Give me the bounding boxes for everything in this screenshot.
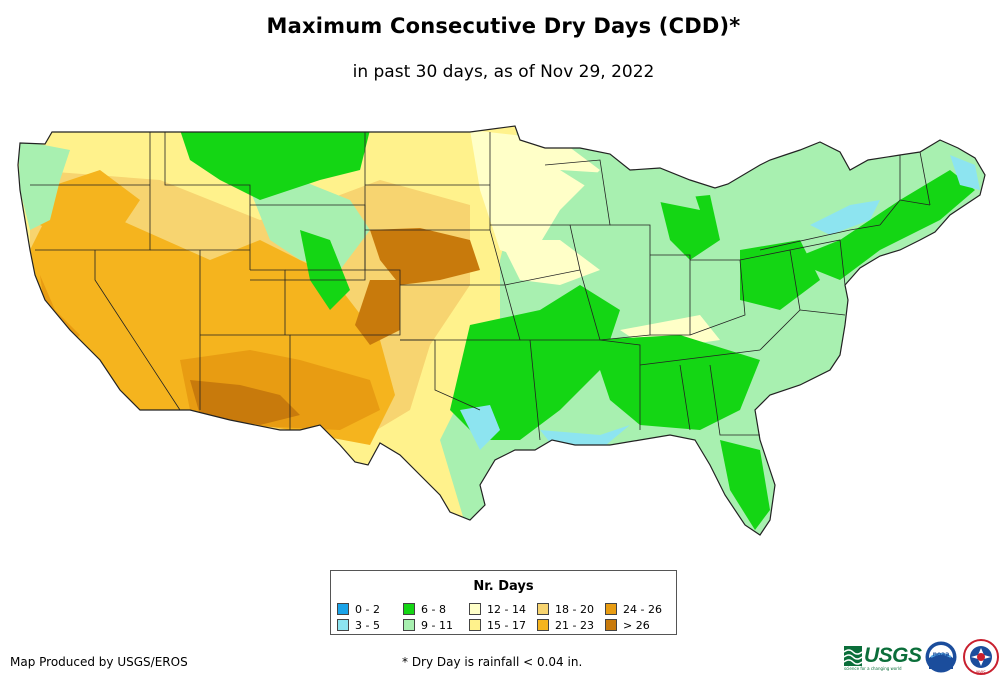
legend-swatch	[537, 619, 549, 631]
legend-item: 12 - 14	[469, 601, 537, 617]
usgs-tagline: science for a changing world	[844, 666, 902, 671]
legend-swatch	[469, 619, 481, 631]
nebraska-over-26	[370, 228, 480, 285]
california-over-26-strip	[40, 275, 80, 345]
cdd-field	[18, 126, 985, 535]
legend-label: 12 - 14	[487, 602, 526, 616]
legend-item: 3 - 5	[337, 617, 403, 633]
usgs-logo: USGS science for a changing world	[844, 644, 922, 671]
legend-item: 9 - 11	[403, 617, 469, 633]
map-subtitle: in past 30 days, as of Nov 29, 2022	[352, 62, 655, 82]
legend-title: Nr. Days	[473, 579, 534, 594]
legend-item: 6 - 8	[403, 601, 469, 617]
legend-label: 24 - 26	[623, 602, 662, 616]
legend-label: 6 - 8	[421, 602, 446, 616]
state-boundaries	[17, 125, 986, 536]
legend-label: 15 - 17	[487, 618, 526, 632]
legend-swatch	[337, 619, 349, 631]
north-woods-9-11	[560, 170, 700, 210]
usgs-wave-icon	[844, 646, 862, 666]
legend-swatch	[605, 619, 617, 631]
florida-6-8	[720, 440, 770, 530]
noaa-logo: noaa	[925, 641, 957, 673]
legend-swatch	[605, 603, 617, 615]
legend-label: 0 - 2	[355, 602, 380, 616]
legend-item: 0 - 2	[337, 601, 403, 617]
montana-6-8	[180, 130, 370, 200]
map-title: Maximum Consecutive Dry Days (CDD)*	[266, 14, 741, 38]
credit-text: Map Produced by USGS/EROS	[10, 655, 188, 669]
legend-grid: 0 - 2 3 - 5 6 - 8 9 - 11 12 - 14 15 - 17 18 - …	[337, 601, 677, 633]
legend-item: 15 - 17	[469, 617, 537, 633]
midwest-12-14	[500, 240, 600, 285]
legend: Nr. Days 0 - 2 3 - 5 6 - 8 9 - 11 12 - 14 15 …	[330, 570, 677, 635]
new-york-3-5	[810, 200, 880, 235]
noaa-wordmark: noaa	[933, 651, 950, 658]
michigan-6-8	[660, 195, 720, 260]
nws-logo: NWS	[963, 639, 999, 675]
nws-wordmark: NWS	[976, 670, 986, 675]
legend-swatch	[403, 603, 415, 615]
legend-label: 18 - 20	[555, 602, 594, 616]
legend-item: 24 - 26	[605, 601, 673, 617]
legend-swatch	[337, 603, 349, 615]
legend-label: 3 - 5	[355, 618, 380, 632]
southeast-6-8	[590, 335, 760, 430]
usgs-wordmark: USGS	[864, 644, 922, 667]
legend-label: 21 - 23	[555, 618, 594, 632]
rockies-9-11	[250, 180, 370, 270]
southwest-over-26	[190, 380, 300, 425]
legend-swatch	[403, 619, 415, 631]
texas-3-5	[460, 405, 500, 450]
legend-label: 9 - 11	[421, 618, 453, 632]
legend-item: > 26	[605, 617, 673, 633]
legend-item: 21 - 23	[537, 617, 605, 633]
dry-day-note: * Dry Day is rainfall < 0.04 in.	[402, 655, 583, 669]
legend-label: > 26	[623, 618, 650, 632]
west-dry-21-23-b	[40, 170, 140, 240]
southern-plains-6-8	[450, 285, 620, 440]
legend-item: 18 - 20	[537, 601, 605, 617]
legend-swatch	[537, 603, 549, 615]
appalachia-6-8	[740, 240, 820, 310]
legend-swatch	[469, 603, 481, 615]
colorado-over-26	[355, 280, 400, 345]
maine-3-5	[950, 155, 980, 190]
plains-12-14	[470, 130, 600, 260]
cdd-map	[17, 125, 986, 536]
